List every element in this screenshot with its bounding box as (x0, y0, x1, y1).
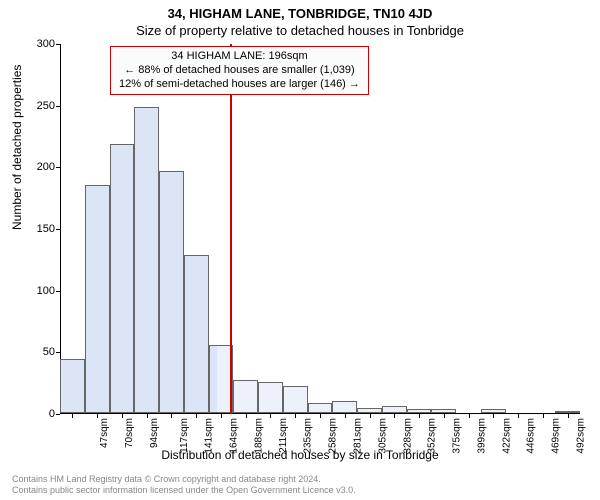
chart-bar (283, 386, 308, 413)
xtick-label: 164sqm (229, 418, 240, 454)
xtick-mark (568, 414, 569, 418)
ytick-mark (56, 106, 60, 107)
chart-bar (110, 144, 135, 413)
ytick-label: 300 (15, 38, 55, 50)
xtick-label: 94sqm (149, 418, 160, 448)
xtick-label: 328sqm (402, 418, 413, 454)
chart-bar (134, 107, 159, 413)
chart-bar (308, 403, 333, 413)
ytick-mark (56, 44, 60, 45)
ytick-mark (56, 229, 60, 230)
xtick-mark (196, 414, 197, 418)
reference-line (230, 44, 232, 414)
xtick-mark (147, 414, 148, 418)
chart-bar (332, 401, 357, 413)
xtick-label: 235sqm (303, 418, 314, 454)
xtick-label: 70sqm (124, 418, 135, 448)
xtick-mark (97, 414, 98, 418)
chart-bar (233, 380, 258, 413)
chart-bar (159, 171, 184, 413)
xtick-label: 375sqm (452, 418, 463, 454)
xtick-label: 446sqm (526, 418, 537, 454)
xtick-mark (345, 414, 346, 418)
ytick-mark (56, 291, 60, 292)
xtick-mark (122, 414, 123, 418)
footer-line1: Contains HM Land Registry data © Crown c… (12, 474, 356, 485)
xtick-mark (295, 414, 296, 418)
xtick-mark (171, 414, 172, 418)
chart-bar (85, 185, 110, 413)
annotation-line2: ← 88% of detached houses are smaller (1,… (119, 64, 360, 78)
xtick-mark (246, 414, 247, 418)
xtick-mark (270, 414, 271, 418)
xtick-label: 352sqm (427, 418, 438, 454)
chart-bar (382, 406, 407, 413)
xtick-mark (493, 414, 494, 418)
ytick-label: 100 (15, 285, 55, 297)
chart-bar (555, 411, 580, 413)
y-axis-label: Number of detached properties (10, 65, 24, 230)
annotation-line3: 12% of semi-detached houses are larger (… (119, 78, 360, 92)
ytick-mark (56, 414, 60, 415)
ytick-label: 0 (15, 408, 55, 420)
annotation-box: 34 HIGHAM LANE: 196sqm ← 88% of detached… (110, 46, 369, 95)
chart-area (60, 44, 580, 414)
chart-bar (357, 408, 382, 413)
footer-line2: Contains public sector information licen… (12, 485, 356, 496)
ytick-label: 250 (15, 100, 55, 112)
page-title: 34, HIGHAM LANE, TONBRIDGE, TN10 4JD (0, 0, 600, 21)
chart-bar (60, 359, 85, 413)
xtick-label: 141sqm (204, 418, 215, 454)
xtick-mark (543, 414, 544, 418)
ytick-mark (56, 167, 60, 168)
xtick-label: 469sqm (551, 418, 562, 454)
xtick-label: 188sqm (254, 418, 265, 454)
footer-attribution: Contains HM Land Registry data © Crown c… (12, 474, 356, 496)
xtick-label: 211sqm (278, 418, 289, 453)
chart-bar (258, 382, 283, 413)
chart-subtitle: Size of property relative to detached ho… (0, 21, 600, 38)
xtick-label: 422sqm (501, 418, 512, 454)
xtick-mark (221, 414, 222, 418)
xtick-label: 258sqm (328, 418, 339, 454)
ytick-label: 200 (15, 161, 55, 173)
xtick-mark (320, 414, 321, 418)
xtick-mark (469, 414, 470, 418)
chart-bar (209, 345, 218, 413)
xtick-label: 117sqm (179, 418, 190, 453)
chart-bar (431, 409, 456, 413)
chart-bar (184, 255, 209, 413)
xtick-mark (518, 414, 519, 418)
xtick-mark (394, 414, 395, 418)
xtick-label: 305sqm (377, 418, 388, 454)
ytick-label: 150 (15, 223, 55, 235)
xtick-mark (444, 414, 445, 418)
xtick-mark (370, 414, 371, 418)
xtick-mark (419, 414, 420, 418)
annotation-line1: 34 HIGHAM LANE: 196sqm (119, 50, 360, 64)
xtick-label: 399sqm (476, 418, 487, 454)
chart-bar (481, 409, 506, 413)
chart-bar (407, 409, 432, 413)
ytick-mark (56, 352, 60, 353)
xtick-label: 492sqm (575, 418, 586, 454)
xtick-label: 47sqm (99, 418, 110, 448)
xtick-mark (72, 414, 73, 418)
ytick-label: 50 (15, 346, 55, 358)
xtick-label: 281sqm (353, 418, 364, 454)
